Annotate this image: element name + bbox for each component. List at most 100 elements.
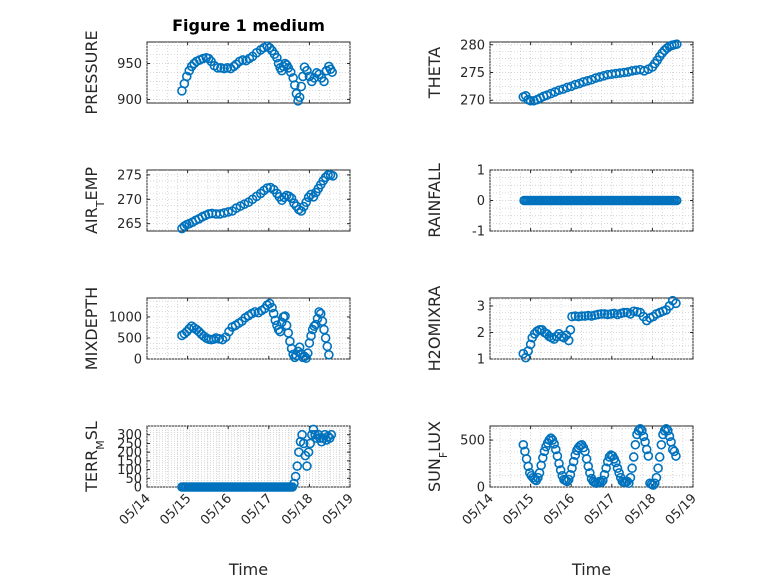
data-point <box>601 463 611 474</box>
data-point <box>525 339 536 350</box>
subplot-right-2: -1 0 1 RAINFALL <box>425 163 694 240</box>
data-point <box>296 81 307 92</box>
series-markers <box>518 39 682 106</box>
data-point <box>671 39 682 50</box>
data-point <box>285 67 296 77</box>
x-tick-label: 05/16 <box>198 491 235 528</box>
data-point <box>650 478 660 489</box>
y-tick-label: -1 <box>472 225 485 240</box>
y-axis-label: TERRMSL <box>82 421 107 493</box>
y-tick-label: 500 <box>117 331 142 346</box>
y-tick-label: 300 <box>117 428 142 443</box>
data-point <box>585 468 595 478</box>
data-point <box>284 191 294 202</box>
y-tick-label: 275 <box>460 66 485 81</box>
data-point <box>262 300 272 310</box>
data-point <box>657 48 667 58</box>
y-tick-label: 270 <box>117 193 142 208</box>
x-tick-label: 05/17 <box>239 491 276 528</box>
data-point <box>671 195 682 206</box>
data-point <box>671 451 681 461</box>
data-point <box>619 307 629 318</box>
y-tick-label: 275 <box>117 168 142 183</box>
data-point <box>568 456 579 467</box>
y-axis-label: MIXDEPTH <box>82 287 101 370</box>
y-tick-label: 2 <box>477 326 485 341</box>
series-markers <box>177 424 337 492</box>
y-tick-label: 0 <box>134 353 142 368</box>
y-axis-label: PRESSURE <box>82 30 101 114</box>
y-axis-label: SUNFLUX <box>425 421 450 492</box>
x-tick-label: 05/15 <box>157 491 194 528</box>
y-tick-label: 900 <box>117 93 142 108</box>
data-point <box>298 438 309 449</box>
y-tick-label: 950 <box>117 57 142 72</box>
data-point <box>305 438 316 449</box>
data-point <box>614 468 624 478</box>
data-point <box>328 171 338 181</box>
data-point <box>292 461 303 471</box>
x-tick-label: 05/14 <box>460 491 497 528</box>
data-point <box>656 439 667 450</box>
y-tick-label: 250 <box>117 437 142 452</box>
data-point <box>563 474 574 485</box>
data-point <box>537 453 548 463</box>
data-point <box>563 335 574 346</box>
series-markers <box>177 170 338 234</box>
subplot-right-3: 1 2 3 H2OMIXRA <box>425 286 694 371</box>
y-tick-label: 200 <box>117 446 142 461</box>
data-point <box>270 315 281 326</box>
y-tick-label: 150 <box>117 454 142 469</box>
y-axis-label: AIRTEMP <box>82 167 107 234</box>
data-point <box>565 325 576 335</box>
data-point <box>525 95 536 106</box>
data-point <box>583 461 594 472</box>
data-point <box>326 429 337 440</box>
subplot-left-1: 900 950 PRESSURE Figure 1 medium <box>82 16 351 115</box>
x-tick-label: 05/16 <box>541 491 578 528</box>
data-point <box>612 463 623 474</box>
data-point <box>559 332 569 343</box>
data-point <box>565 469 576 480</box>
data-point <box>302 65 312 76</box>
subplot-right-4: 0 500 05/14 05/15 05/16 05/17 05/18 05/19 SUNFLU… <box>425 421 700 579</box>
data-point <box>301 197 311 208</box>
data-point <box>268 308 279 319</box>
data-point <box>324 349 334 360</box>
data-point <box>314 307 324 317</box>
data-point <box>533 472 543 483</box>
data-point <box>555 465 566 475</box>
data-point <box>637 425 647 436</box>
data-point <box>308 424 319 435</box>
data-point <box>229 61 239 72</box>
data-point <box>624 478 634 489</box>
y-tick-label: 0 <box>134 481 142 496</box>
data-point <box>562 82 572 93</box>
data-point <box>212 63 223 73</box>
data-point <box>301 353 311 363</box>
data-point <box>267 302 277 313</box>
data-point <box>641 444 652 455</box>
x-tick-label: 05/19 <box>663 491 700 528</box>
data-point <box>294 92 305 103</box>
data-point <box>302 461 312 471</box>
data-point <box>289 80 300 90</box>
data-point <box>628 452 639 462</box>
data-point <box>290 471 301 482</box>
data-point <box>671 298 681 309</box>
data-point <box>181 71 192 82</box>
data-point <box>627 463 637 474</box>
x-tick-label: 05/17 <box>582 491 619 528</box>
data-point <box>276 195 287 206</box>
data-point <box>203 53 214 64</box>
data-point <box>611 457 621 468</box>
data-point <box>659 425 670 436</box>
data-point <box>304 71 315 82</box>
data-point <box>554 458 564 469</box>
y-tick-label: 50 <box>125 472 142 487</box>
data-point <box>651 472 662 483</box>
data-point <box>654 452 665 462</box>
y-tick-label: 270 <box>460 94 485 109</box>
data-point <box>319 76 329 87</box>
